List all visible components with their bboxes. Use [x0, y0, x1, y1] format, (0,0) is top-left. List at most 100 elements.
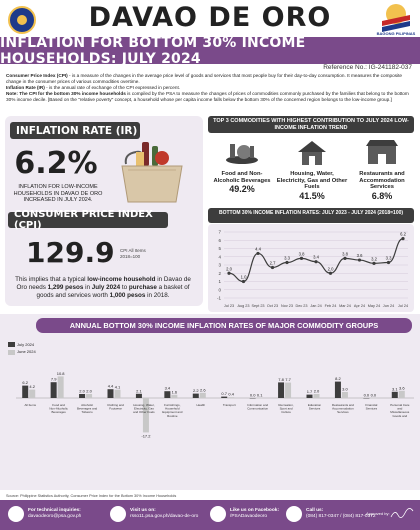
house-icon — [298, 141, 326, 165]
x-tick-label: Feb 24 — [325, 304, 337, 308]
bar-value-label: 7.7 — [285, 377, 291, 382]
bar-value-label: 10.8 — [57, 371, 66, 376]
bar-value-label: 7.8 — [278, 377, 284, 382]
commodity-restaurants: Restaurants and Accommodation Services 6… — [350, 138, 414, 201]
x-tick-label: May 24 — [368, 304, 380, 308]
x-tick-label: Apr 24 — [354, 304, 365, 308]
phone-icon — [286, 506, 302, 522]
commodity-food: Food and Non-Alcoholic Beverages 49.2% — [210, 138, 274, 194]
footer-website[interactable]: Visit us on: rsso11.psa.gov.ph/davao-de-o… — [110, 504, 198, 524]
commodity-housing: Housing, Water, Electricity, Gas and Oth… — [276, 138, 348, 201]
x-tick-label: Dec 23 — [295, 304, 307, 308]
data-point — [343, 256, 347, 260]
cpi-description: This implies that a typical low-income h… — [10, 276, 196, 300]
data-point — [285, 260, 289, 265]
globe-icon — [110, 506, 126, 522]
page-title: DAVAO DE ORO — [88, 2, 332, 33]
footer-phone-label: Call us: — [306, 508, 324, 513]
bar — [79, 394, 86, 398]
bar-value-label: 3.4 — [165, 386, 171, 391]
grocery-bag-icon — [121, 142, 183, 203]
data-label: 2.0 — [226, 266, 232, 271]
note-bold: The CPI for the bottom 30% income househ… — [19, 91, 126, 96]
commodity-restaurants-value: 6.8% — [371, 190, 393, 201]
facebook-icon — [210, 506, 226, 522]
x-tick-label: Jul 23 — [224, 304, 234, 308]
bar — [341, 392, 348, 398]
y-tick-label: 3 — [218, 263, 221, 268]
bar — [192, 393, 199, 398]
footer-facebook-value: /PSADavaodeoro — [230, 514, 268, 519]
category-label: Clothing and Footwear — [107, 403, 124, 411]
bar-chart-heading: ANNUAL BOTTOM 30% INCOME INFLATION RATES… — [36, 318, 412, 333]
reference-number: Reference No.: IG-241182-037 — [323, 64, 412, 71]
x-tick-label: Jun 24 — [383, 304, 394, 308]
footer-website-value: rsso11.psa.gov.ph/davao-de-oro — [130, 514, 199, 519]
bar-value-label: 0.7 — [221, 391, 227, 396]
footer-phone[interactable]: Call us: (084) 817-0347 / (084) 817-0372 — [286, 504, 376, 524]
bar — [57, 376, 64, 398]
category-label: Education Services — [308, 403, 322, 411]
cpi-desc-bold4: purchase — [128, 284, 157, 291]
signature-icon — [390, 508, 413, 518]
data-label: 2.7 — [270, 260, 276, 265]
bar-value-label: 0.0 — [250, 393, 256, 398]
commodity-housing-value: 41.5% — [299, 190, 325, 201]
category-label: Health — [196, 403, 205, 407]
data-point — [357, 258, 362, 262]
footer-email-value: davaodeoro@psa.gov.ph — [28, 514, 82, 519]
x-tick-label: Jul 24 — [398, 304, 408, 308]
y-tick-label: 4 — [218, 254, 221, 259]
bar — [228, 397, 235, 398]
bar-value-label: 2.0 — [86, 389, 92, 394]
cpi-desc-bold2: 1,299 pesos — [47, 284, 84, 291]
bar-value-label: 2.0 — [314, 389, 320, 394]
data-point — [328, 271, 333, 275]
note-definition: is compiled by the PSA to measure the ch… — [6, 91, 409, 102]
food-icon — [226, 144, 258, 164]
category-label: Alcoholic Beverages and Tobacco — [77, 403, 98, 414]
cpi-value: 129.9 — [26, 236, 115, 269]
bar-value-label: 3.1 — [392, 386, 398, 391]
ir-term: Inflation Rate (IR) — [6, 85, 45, 90]
category-label: Restaurants and Accommodation Services — [332, 403, 354, 414]
bar — [107, 389, 114, 398]
bar — [29, 389, 36, 398]
data-label: 3.3 — [284, 256, 290, 261]
bar — [313, 394, 320, 398]
bagong-pilipinas-logo: BAGONG PILIPINAS — [377, 4, 415, 36]
footer-email-label: For technical inquiries: — [28, 508, 81, 513]
data-point — [314, 260, 318, 264]
bar-chart-panel — [0, 314, 420, 490]
footer-email[interactable]: For technical inquiries: davaodeoro@psa.g… — [8, 504, 81, 524]
bar — [22, 385, 29, 398]
line-chart-heading: BOTTOM 30% INCOME INFLATION RATES: JULY … — [208, 208, 414, 223]
source-note: Source: Philippine Statistics Authority,… — [6, 494, 177, 498]
bar — [114, 389, 121, 398]
bar-value-label: 0.0 — [364, 393, 370, 398]
category-label: Furnishings, Household Equipment and Routin… — [162, 403, 183, 418]
data-point — [241, 279, 246, 284]
bagong-pilipinas-logo-text: BAGONG PILIPINAS — [376, 31, 416, 36]
cpi-desc-bold5: 1,000 pesos — [109, 292, 146, 299]
bar — [135, 393, 142, 398]
bar-value-label: 1.7 — [307, 389, 313, 394]
title-banner: INFLATION FOR BOTTOM 30% INCOME HOUSEHOL… — [0, 35, 420, 67]
commodity-housing-label: Housing, Water, Electricity, Gas and Oth… — [276, 171, 348, 190]
data-point — [386, 260, 391, 265]
cpi-desc-bold1: low-income household — [87, 276, 156, 283]
data-point — [270, 265, 275, 270]
footer-facebook[interactable]: Like us on Facebook:/PSADavaodeoro — [210, 504, 279, 524]
data-label: 3.3 — [386, 256, 392, 261]
data-label: 3.8 — [342, 251, 348, 256]
data-point — [372, 261, 376, 265]
ir-definition: - is the annual rate of exchange of the … — [44, 85, 181, 90]
bar — [306, 394, 313, 398]
bar-value-label: 4.4 — [108, 384, 114, 389]
category-label: Information and Communication — [247, 403, 268, 411]
commodity-food-value: 49.2% — [229, 184, 255, 194]
inflation-rate-description: INFLATION FOR LOW-INCOME HOUSEHOLDS IN D… — [13, 184, 103, 203]
inflation-rate-value: 6.2% — [14, 146, 98, 181]
data-label: 6.2 — [400, 232, 406, 237]
cpi-desc-1: This implies that a typical — [15, 276, 88, 283]
